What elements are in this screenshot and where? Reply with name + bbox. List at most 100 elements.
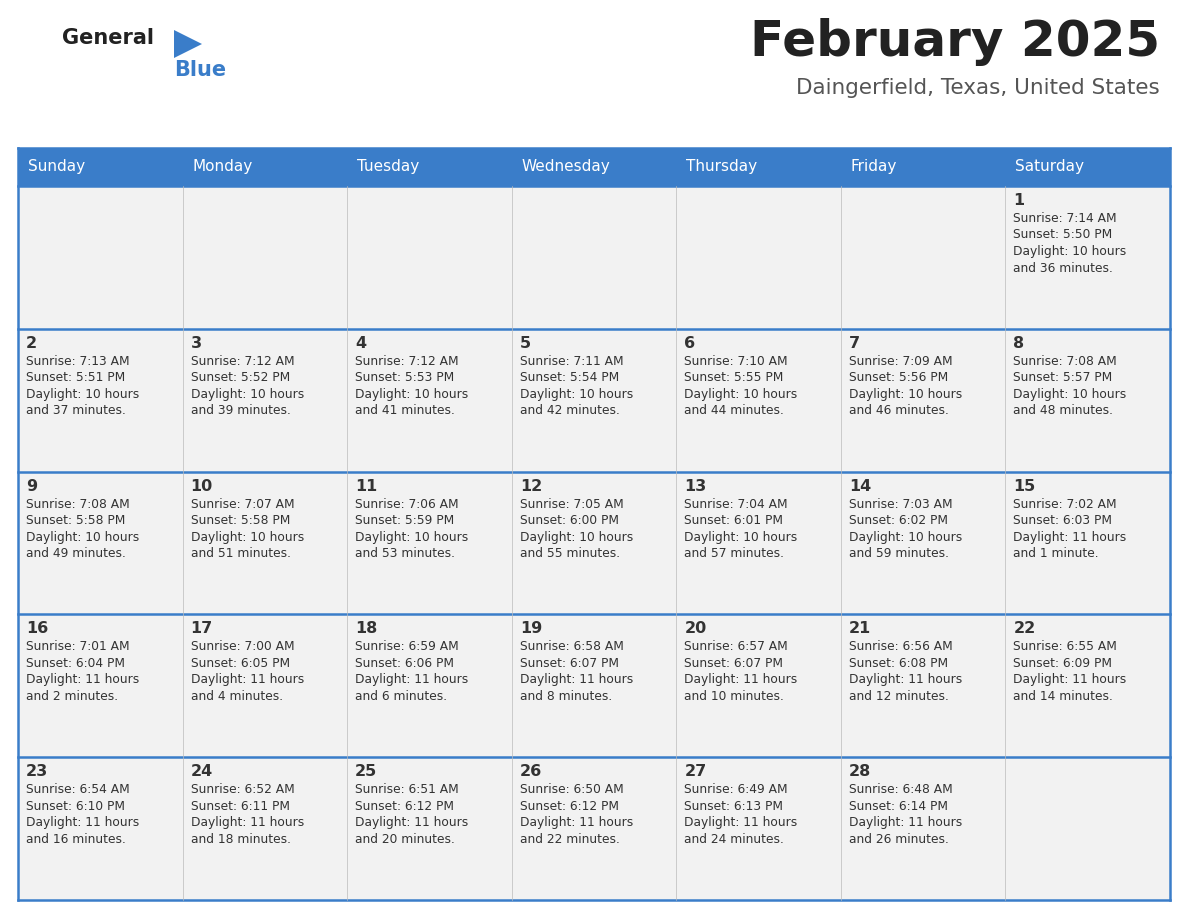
Text: Sunrise: 7:08 AM: Sunrise: 7:08 AM: [1013, 354, 1117, 368]
Bar: [512, 148, 676, 186]
Text: 1: 1: [1013, 193, 1024, 208]
Text: 13: 13: [684, 478, 707, 494]
Text: Sunrise: 7:13 AM: Sunrise: 7:13 AM: [26, 354, 129, 368]
Text: Sunset: 5:58 PM: Sunset: 5:58 PM: [190, 514, 290, 527]
Text: Sunset: 6:07 PM: Sunset: 6:07 PM: [519, 657, 619, 670]
Text: Sunrise: 6:49 AM: Sunrise: 6:49 AM: [684, 783, 788, 796]
Text: Sunrise: 7:02 AM: Sunrise: 7:02 AM: [1013, 498, 1117, 510]
Text: Sunset: 5:51 PM: Sunset: 5:51 PM: [26, 371, 125, 385]
Text: Sunrise: 7:01 AM: Sunrise: 7:01 AM: [26, 641, 129, 654]
Text: 7: 7: [849, 336, 860, 351]
Text: Sunset: 6:01 PM: Sunset: 6:01 PM: [684, 514, 783, 527]
Bar: [18, 148, 183, 186]
Bar: [18, 472, 183, 614]
Text: Daylight: 11 hours: Daylight: 11 hours: [1013, 531, 1126, 543]
Bar: [347, 186, 512, 329]
Text: Sunset: 6:05 PM: Sunset: 6:05 PM: [190, 657, 290, 670]
Text: Sunrise: 6:58 AM: Sunrise: 6:58 AM: [519, 641, 624, 654]
Text: Daylight: 11 hours: Daylight: 11 hours: [684, 816, 797, 829]
Text: 5: 5: [519, 336, 531, 351]
Bar: [512, 186, 676, 329]
Text: Daylight: 11 hours: Daylight: 11 hours: [684, 674, 797, 687]
Text: Sunset: 6:08 PM: Sunset: 6:08 PM: [849, 657, 948, 670]
Text: Sunset: 5:52 PM: Sunset: 5:52 PM: [190, 371, 290, 385]
Text: 24: 24: [190, 764, 213, 779]
Bar: [183, 614, 347, 757]
Text: 22: 22: [1013, 621, 1036, 636]
Text: and 20 minutes.: and 20 minutes.: [355, 833, 455, 845]
Bar: [1005, 614, 1170, 757]
Text: Sunset: 5:56 PM: Sunset: 5:56 PM: [849, 371, 948, 385]
Text: Daylight: 11 hours: Daylight: 11 hours: [26, 816, 139, 829]
Text: and 1 minute.: and 1 minute.: [1013, 547, 1099, 560]
Text: Sunset: 6:12 PM: Sunset: 6:12 PM: [355, 800, 454, 812]
Text: Sunset: 6:02 PM: Sunset: 6:02 PM: [849, 514, 948, 527]
Text: Daylight: 11 hours: Daylight: 11 hours: [849, 674, 962, 687]
Text: Friday: Friday: [851, 160, 897, 174]
Text: Sunrise: 7:14 AM: Sunrise: 7:14 AM: [1013, 212, 1117, 225]
Bar: [347, 472, 512, 614]
Text: Sunset: 6:11 PM: Sunset: 6:11 PM: [190, 800, 290, 812]
Text: and 37 minutes.: and 37 minutes.: [26, 404, 126, 418]
Text: Sunset: 5:59 PM: Sunset: 5:59 PM: [355, 514, 454, 527]
Text: Sunrise: 7:12 AM: Sunrise: 7:12 AM: [190, 354, 295, 368]
Text: Sunset: 5:55 PM: Sunset: 5:55 PM: [684, 371, 784, 385]
Bar: [183, 472, 347, 614]
Text: and 16 minutes.: and 16 minutes.: [26, 833, 126, 845]
Text: Daylight: 10 hours: Daylight: 10 hours: [190, 531, 304, 543]
Bar: [512, 472, 676, 614]
Text: Daylight: 10 hours: Daylight: 10 hours: [849, 387, 962, 401]
Bar: [18, 329, 183, 472]
Text: Sunrise: 7:07 AM: Sunrise: 7:07 AM: [190, 498, 295, 510]
Text: and 59 minutes.: and 59 minutes.: [849, 547, 949, 560]
Text: and 46 minutes.: and 46 minutes.: [849, 404, 949, 418]
Text: Daylight: 10 hours: Daylight: 10 hours: [355, 531, 468, 543]
Bar: [676, 329, 841, 472]
Text: Monday: Monday: [192, 160, 253, 174]
Text: 6: 6: [684, 336, 695, 351]
Text: 4: 4: [355, 336, 366, 351]
Text: 23: 23: [26, 764, 49, 779]
Text: and 24 minutes.: and 24 minutes.: [684, 833, 784, 845]
Text: and 14 minutes.: and 14 minutes.: [1013, 690, 1113, 703]
Bar: [347, 614, 512, 757]
Text: Sunrise: 7:05 AM: Sunrise: 7:05 AM: [519, 498, 624, 510]
Text: and 53 minutes.: and 53 minutes.: [355, 547, 455, 560]
Bar: [676, 757, 841, 900]
Bar: [183, 329, 347, 472]
Bar: [841, 472, 1005, 614]
Text: 12: 12: [519, 478, 542, 494]
Text: Sunrise: 7:09 AM: Sunrise: 7:09 AM: [849, 354, 953, 368]
Text: 25: 25: [355, 764, 378, 779]
Bar: [841, 614, 1005, 757]
Text: February 2025: February 2025: [750, 18, 1159, 66]
Text: Sunrise: 6:55 AM: Sunrise: 6:55 AM: [1013, 641, 1117, 654]
Text: Sunset: 6:13 PM: Sunset: 6:13 PM: [684, 800, 783, 812]
Bar: [18, 186, 183, 329]
Bar: [347, 757, 512, 900]
Text: Daylight: 10 hours: Daylight: 10 hours: [1013, 245, 1126, 258]
Text: and 51 minutes.: and 51 minutes.: [190, 547, 291, 560]
Text: Sunrise: 7:12 AM: Sunrise: 7:12 AM: [355, 354, 459, 368]
Text: 10: 10: [190, 478, 213, 494]
Bar: [347, 329, 512, 472]
Text: Daylight: 10 hours: Daylight: 10 hours: [355, 387, 468, 401]
Bar: [676, 186, 841, 329]
Text: Sunset: 5:50 PM: Sunset: 5:50 PM: [1013, 229, 1113, 241]
Text: and 10 minutes.: and 10 minutes.: [684, 690, 784, 703]
Text: Sunset: 6:09 PM: Sunset: 6:09 PM: [1013, 657, 1112, 670]
Text: 2: 2: [26, 336, 37, 351]
Text: Sunset: 6:06 PM: Sunset: 6:06 PM: [355, 657, 454, 670]
Text: Daylight: 10 hours: Daylight: 10 hours: [1013, 387, 1126, 401]
Text: 8: 8: [1013, 336, 1024, 351]
Text: Sunrise: 7:06 AM: Sunrise: 7:06 AM: [355, 498, 459, 510]
Text: Sunset: 6:07 PM: Sunset: 6:07 PM: [684, 657, 783, 670]
Text: Daylight: 10 hours: Daylight: 10 hours: [684, 531, 797, 543]
Text: Sunrise: 6:48 AM: Sunrise: 6:48 AM: [849, 783, 953, 796]
Text: Daylight: 10 hours: Daylight: 10 hours: [26, 531, 139, 543]
Text: and 49 minutes.: and 49 minutes.: [26, 547, 126, 560]
Text: and 36 minutes.: and 36 minutes.: [1013, 262, 1113, 274]
Text: Sunrise: 7:00 AM: Sunrise: 7:00 AM: [190, 641, 295, 654]
Text: 16: 16: [26, 621, 49, 636]
Text: Sunrise: 6:59 AM: Sunrise: 6:59 AM: [355, 641, 459, 654]
